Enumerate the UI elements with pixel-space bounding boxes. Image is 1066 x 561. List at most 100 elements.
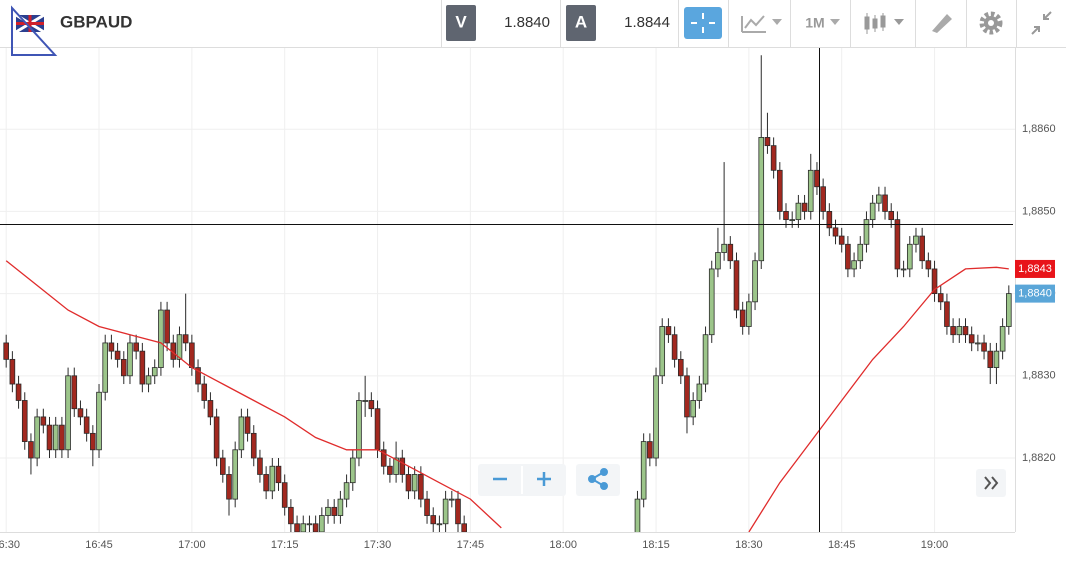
candle-body	[3, 342, 9, 360]
price-tag-label: 1,8840	[1018, 288, 1052, 300]
candle-body	[337, 498, 344, 516]
candle-body	[77, 408, 84, 418]
candle-body	[783, 211, 789, 221]
candle-body	[71, 375, 78, 410]
candle-style-button[interactable]	[864, 13, 904, 34]
share-button[interactable]	[588, 468, 608, 490]
x-tick-label: 17:45	[457, 539, 485, 551]
collapse-button[interactable]	[1031, 11, 1052, 35]
x-tick-label: 18:15	[642, 539, 670, 551]
candle-body	[944, 301, 950, 327]
settings-button[interactable]	[979, 11, 1003, 35]
x-tick-label: 17:00	[178, 539, 206, 551]
candle-body	[430, 515, 437, 525]
candle-body	[349, 457, 356, 484]
candle-body	[151, 367, 158, 377]
candle-body	[715, 252, 721, 270]
ask-button[interactable]	[566, 5, 596, 41]
candle-body	[34, 416, 40, 459]
bid-label[interactable]: V	[455, 12, 467, 31]
candle-body	[820, 186, 826, 212]
candle-body	[189, 342, 195, 368]
chart-type-button[interactable]	[741, 15, 782, 33]
candle-body	[640, 441, 647, 500]
candle-body	[207, 400, 214, 418]
candle-body	[226, 474, 232, 500]
candle-body	[182, 334, 189, 344]
candle-body	[448, 498, 455, 501]
candle-body	[442, 498, 449, 525]
candle-body	[987, 350, 994, 368]
candle-body	[981, 342, 987, 352]
candle-body	[158, 309, 164, 368]
candle-body	[888, 211, 895, 221]
draw-button[interactable]	[930, 14, 952, 33]
candle-body	[739, 309, 746, 327]
candle-body	[659, 326, 666, 377]
candle-body	[807, 169, 814, 212]
candle-body	[176, 334, 183, 360]
candle-body	[238, 416, 245, 451]
x-tick-label: 16:30	[0, 539, 20, 551]
candle-body	[114, 350, 121, 360]
candle-body	[665, 326, 672, 336]
candle-body	[319, 515, 325, 532]
candle-body	[851, 260, 857, 270]
candle-body	[913, 235, 919, 245]
candle-body	[684, 375, 690, 418]
candle-body	[294, 523, 300, 532]
candle-body	[424, 498, 430, 516]
candle-body	[956, 326, 963, 336]
price-tag	[1015, 284, 1055, 303]
crosshair-button[interactable]	[684, 7, 722, 39]
candle-body	[52, 424, 59, 451]
candle-body	[368, 400, 375, 410]
candle-body	[300, 523, 307, 532]
candle-body	[127, 342, 133, 377]
candle-body	[220, 457, 226, 475]
candle-body	[653, 375, 659, 459]
symbol[interactable]: GBPAUD	[60, 12, 132, 31]
ask-price: 1.8844	[624, 14, 670, 31]
x-tick-label: 17:15	[271, 539, 299, 551]
candle-body	[96, 391, 102, 451]
moving-average	[5, 260, 1009, 532]
candle-body	[925, 260, 932, 270]
candle-body	[436, 523, 443, 526]
y-tick-label: 1,8830	[1022, 370, 1056, 382]
candle-body	[387, 465, 393, 475]
candle-body	[288, 506, 294, 525]
candle-body	[708, 268, 715, 336]
candle-body	[677, 358, 684, 377]
candle-body	[845, 243, 851, 270]
timeframe[interactable]: 1M	[805, 15, 824, 31]
candle-body	[9, 358, 16, 385]
candle-body	[411, 474, 418, 492]
x-tick-label: 17:30	[364, 539, 392, 551]
ask-label[interactable]: A	[575, 12, 587, 31]
candle-body	[399, 457, 406, 475]
candle-body	[90, 432, 96, 451]
candle-body	[962, 326, 969, 336]
candle-body	[647, 441, 653, 459]
flag-icon	[11, 5, 58, 56]
candle-body	[65, 375, 71, 451]
x-tick-label: 18:45	[828, 539, 856, 551]
bid-button[interactable]	[446, 5, 476, 41]
candle-body	[931, 268, 938, 295]
candle-body	[814, 169, 820, 188]
candle-body	[164, 309, 170, 344]
candle-body	[83, 416, 90, 434]
x-tick-label: 19:00	[921, 539, 949, 551]
zoom-in[interactable]	[537, 472, 551, 486]
candle-body	[770, 145, 777, 171]
candle-body	[690, 400, 696, 418]
bid-price: 1.8840	[504, 14, 550, 31]
candle-body	[418, 474, 424, 500]
timeframe-arrow[interactable]	[830, 19, 840, 25]
candle-body	[826, 211, 833, 229]
candle-body	[999, 326, 1006, 352]
candle-body	[993, 350, 1000, 368]
candle-body	[696, 383, 703, 401]
